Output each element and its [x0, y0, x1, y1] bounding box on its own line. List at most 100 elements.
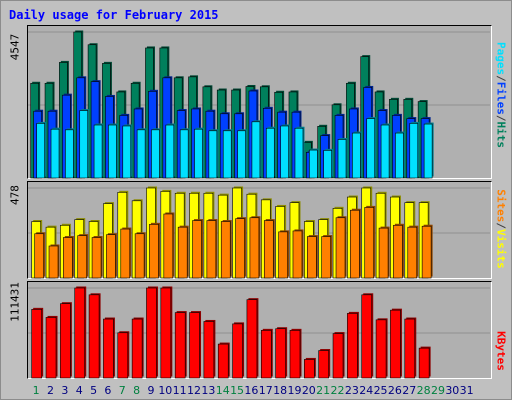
day-label-26: 26	[388, 384, 402, 397]
bar-pages-day-27	[409, 123, 419, 179]
bar-sites-day-23	[350, 209, 360, 279]
day-label-27: 27	[402, 384, 416, 397]
day-label-4: 4	[76, 384, 83, 397]
bar-sites-day-12	[192, 220, 202, 279]
bar-sites-day-14	[220, 221, 231, 279]
bar-sites-day-3	[63, 237, 73, 279]
bar-sites-day-25	[378, 227, 389, 279]
day-label-20: 20	[302, 384, 316, 397]
day-label-15: 15	[230, 384, 244, 397]
bar-sites-day-11	[177, 226, 188, 279]
bar-pages-day-25	[380, 124, 390, 179]
bar-kbytes-day-18	[275, 328, 286, 379]
bar-sites-day-2	[48, 245, 59, 279]
bar-kbytes-day-9	[146, 287, 157, 379]
bar-pages-day-11	[179, 129, 189, 179]
bar-sites-day-15	[235, 218, 245, 279]
bar-kbytes-day-25	[375, 319, 387, 379]
bar-sites-day-20	[307, 236, 317, 279]
day-label-1: 1	[33, 384, 40, 397]
bar-pages-day-3	[65, 129, 74, 179]
bar-pages-day-12	[194, 128, 203, 179]
day-label-24: 24	[359, 384, 373, 397]
bar-pages-day-17	[265, 127, 275, 179]
bar-pages-day-5	[93, 124, 103, 179]
bar-pages-day-2	[50, 128, 60, 179]
bar-pages-day-26	[395, 132, 404, 179]
bar-sites-day-27	[407, 226, 418, 279]
bar-kbytes-day-16	[246, 299, 258, 379]
day-label-28: 28	[417, 384, 431, 397]
bar-sites-day-22	[335, 217, 346, 279]
bar-pages-day-20	[309, 149, 318, 179]
bar-kbytes-day-14	[217, 343, 229, 379]
bar-sites-day-18	[278, 231, 288, 279]
day-label-5: 5	[90, 384, 97, 397]
bar-sites-day-6	[106, 234, 116, 279]
bar-pages-day-4	[79, 110, 89, 179]
bar-sites-day-17	[263, 220, 274, 279]
bar-kbytes-day-17	[260, 330, 272, 379]
bar-kbytes-day-6	[103, 318, 114, 379]
bar-kbytes-day-28	[418, 347, 430, 379]
day-label-21: 21	[316, 384, 330, 397]
bar-kbytes-day-15	[232, 323, 243, 379]
day-label-11: 11	[173, 384, 187, 397]
bar-pages-day-16	[251, 121, 261, 179]
day-label-13: 13	[201, 384, 215, 397]
bar-sites-day-28	[421, 225, 432, 279]
bar-pages-day-14	[222, 130, 232, 179]
bar-sites-day-10	[163, 213, 174, 279]
day-label-18: 18	[273, 384, 287, 397]
bar-kbytes-day-23	[347, 313, 358, 379]
bar-kbytes-day-7	[117, 332, 129, 379]
bar-sites-day-26	[393, 224, 403, 279]
day-label-30: 30	[445, 384, 459, 397]
bar-kbytes-day-4	[74, 287, 86, 379]
day-label-23: 23	[345, 384, 359, 397]
day-label-2: 2	[47, 384, 54, 397]
bar-sites-day-7	[120, 228, 131, 279]
day-label-25: 25	[374, 384, 388, 397]
bar-pages-day-21	[323, 150, 332, 179]
bar-kbytes-day-24	[361, 294, 373, 379]
bar-pages-day-6	[108, 124, 117, 179]
bar-kbytes-day-26	[390, 309, 401, 379]
day-label-7: 7	[119, 384, 126, 397]
day-label-8: 8	[133, 384, 140, 397]
day-label-22: 22	[331, 384, 345, 397]
bar-sites-day-4	[77, 235, 88, 279]
bar-kbytes-day-2	[45, 317, 57, 379]
bar-pages-day-22	[337, 139, 347, 179]
day-label-14: 14	[216, 384, 230, 397]
bar-pages-day-24	[366, 118, 376, 179]
day-label-31: 31	[460, 384, 474, 397]
day-label-9: 9	[147, 384, 154, 397]
bar-kbytes-day-5	[88, 294, 100, 379]
day-label-6: 6	[104, 384, 111, 397]
bar-kbytes-day-11	[174, 312, 186, 379]
bar-pages-day-19	[294, 127, 304, 179]
day-label-19: 19	[287, 384, 301, 397]
day-label-29: 29	[431, 384, 445, 397]
bar-pages-day-7	[122, 125, 132, 179]
bar-kbytes-day-8	[131, 318, 143, 379]
bar-kbytes-day-19	[289, 330, 301, 379]
bar-kbytes-day-27	[404, 318, 416, 379]
bar-kbytes-day-10	[160, 287, 172, 379]
bar-pages-day-1	[36, 123, 45, 179]
bar-pages-day-9	[151, 129, 160, 179]
page-title: Daily usage for February 2015	[9, 8, 219, 22]
day-label-17: 17	[259, 384, 273, 397]
bar-kbytes-day-1	[31, 309, 42, 379]
bar-pages-day-28	[423, 123, 433, 179]
bar-kbytes-day-12	[189, 312, 200, 379]
bar-pages-day-18	[280, 125, 289, 179]
bar-sites-day-16	[249, 217, 260, 279]
day-label-16: 16	[244, 384, 258, 397]
bar-sites-day-1	[34, 233, 44, 279]
bar-sites-day-13	[206, 220, 217, 279]
bar-kbytes-day-20	[304, 359, 315, 379]
